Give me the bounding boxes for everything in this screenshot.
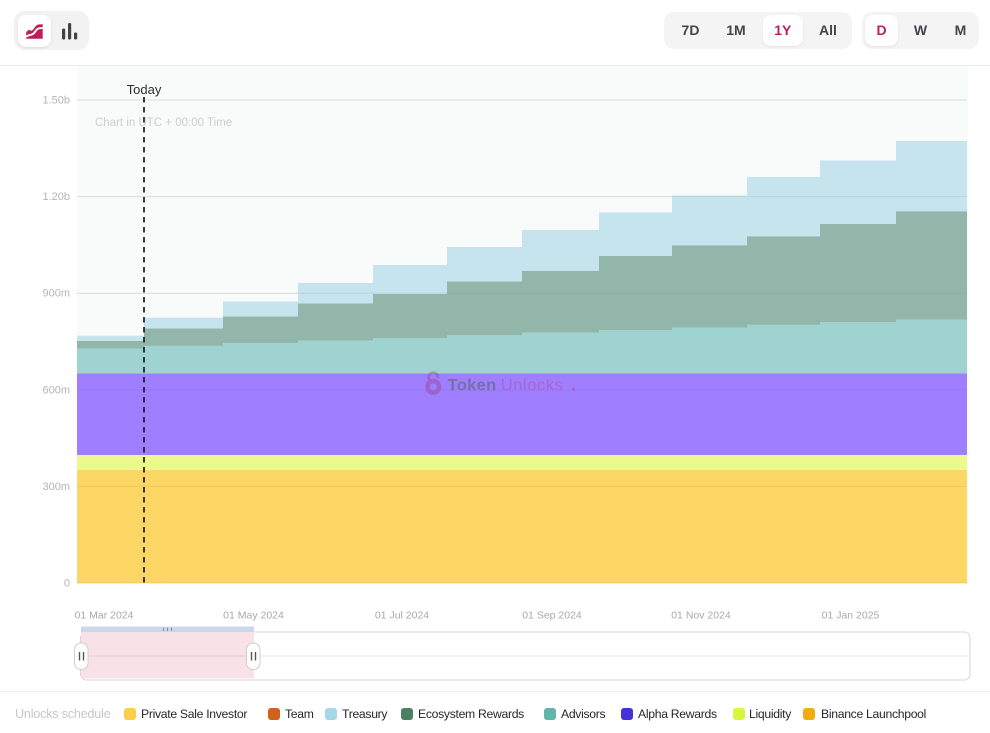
svg-text:.: . <box>571 375 576 394</box>
svg-text:Token: Token <box>448 376 497 394</box>
svg-text:Unlocks: Unlocks <box>501 376 564 394</box>
svg-text:1.20b: 1.20b <box>42 191 70 203</box>
svg-text:01 Jan 2025: 01 Jan 2025 <box>822 610 880 622</box>
svg-text:1.50b: 1.50b <box>42 95 70 107</box>
svg-text:600m: 600m <box>42 384 70 396</box>
svg-text:0: 0 <box>64 578 70 590</box>
svg-text:01 Mar 2024: 01 Mar 2024 <box>75 610 134 622</box>
svg-text:01 Sep 2024: 01 Sep 2024 <box>522 610 582 622</box>
svg-text:Chart in UTC + 00:00 Time: Chart in UTC + 00:00 Time <box>95 117 232 129</box>
svg-text:01 Jul 2024: 01 Jul 2024 <box>375 610 429 622</box>
svg-text:900m: 900m <box>42 288 70 300</box>
svg-text:Today: Today <box>127 82 162 97</box>
svg-text:01 May 2024: 01 May 2024 <box>223 610 284 622</box>
svg-text:300m: 300m <box>42 481 70 493</box>
svg-text:01 Nov 2024: 01 Nov 2024 <box>671 610 731 622</box>
